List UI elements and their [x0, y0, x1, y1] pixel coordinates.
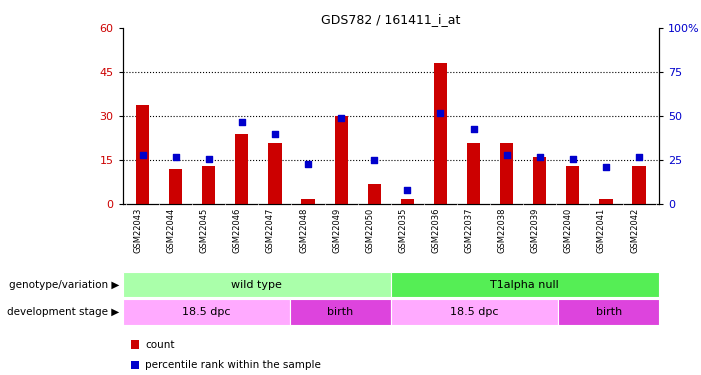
Bar — [123, 299, 290, 325]
Text: 18.5 dpc: 18.5 dpc — [182, 307, 231, 317]
Text: GSM22050: GSM22050 — [365, 208, 374, 253]
Bar — [467, 143, 480, 204]
Text: GSM22045: GSM22045 — [200, 208, 209, 253]
Text: birth: birth — [327, 307, 354, 317]
Bar — [202, 166, 215, 204]
Text: birth: birth — [596, 307, 622, 317]
Bar — [599, 198, 613, 204]
Bar — [169, 169, 182, 204]
Point — [402, 187, 413, 193]
Point — [435, 110, 446, 116]
Text: development stage ▶: development stage ▶ — [7, 307, 119, 317]
Text: GSM22035: GSM22035 — [398, 208, 407, 253]
Point — [634, 154, 645, 160]
Point — [137, 152, 148, 158]
Text: GSM22037: GSM22037 — [465, 208, 474, 253]
Bar — [131, 340, 139, 349]
Text: percentile rank within the sample: percentile rank within the sample — [145, 360, 321, 370]
Text: GSM22039: GSM22039 — [531, 208, 540, 253]
Point — [203, 156, 215, 162]
Bar — [401, 198, 414, 204]
Text: GSM22047: GSM22047 — [266, 208, 275, 253]
Point — [501, 152, 512, 158]
Bar — [290, 299, 391, 325]
Text: GSM22048: GSM22048 — [299, 208, 308, 253]
Point — [236, 118, 247, 124]
Bar — [123, 272, 391, 297]
Point — [170, 154, 182, 160]
Bar — [632, 166, 646, 204]
Text: GSM22041: GSM22041 — [597, 208, 606, 253]
Point — [369, 158, 380, 164]
Point — [534, 154, 545, 160]
Bar — [301, 198, 315, 204]
Text: genotype/variation ▶: genotype/variation ▶ — [9, 280, 119, 290]
Point — [468, 126, 479, 132]
Bar — [391, 299, 559, 325]
Bar — [391, 272, 659, 297]
Text: GSM22040: GSM22040 — [564, 208, 573, 253]
Bar — [367, 184, 381, 204]
Bar — [136, 105, 149, 204]
Bar — [533, 158, 546, 204]
Text: GSM22046: GSM22046 — [233, 208, 242, 253]
Bar — [566, 166, 580, 204]
Point — [269, 131, 280, 137]
Text: count: count — [145, 340, 175, 350]
Bar — [434, 63, 447, 204]
Bar — [131, 361, 139, 369]
Text: GSM22042: GSM22042 — [630, 208, 639, 253]
Bar — [236, 134, 248, 204]
Point — [600, 164, 611, 170]
Point — [567, 156, 578, 162]
Text: GSM22044: GSM22044 — [167, 208, 176, 253]
Text: GSM22043: GSM22043 — [133, 208, 142, 253]
Point — [302, 161, 313, 167]
Point — [336, 115, 347, 121]
Bar — [268, 143, 282, 204]
Bar — [334, 116, 348, 204]
Bar — [559, 299, 659, 325]
Text: GSM22049: GSM22049 — [332, 208, 341, 253]
Text: 18.5 dpc: 18.5 dpc — [450, 307, 499, 317]
Text: GSM22036: GSM22036 — [431, 208, 440, 253]
Text: wild type: wild type — [231, 280, 283, 290]
Bar — [500, 143, 513, 204]
Text: T1alpha null: T1alpha null — [491, 280, 559, 290]
Text: GSM22038: GSM22038 — [498, 208, 507, 253]
Title: GDS782 / 161411_i_at: GDS782 / 161411_i_at — [321, 13, 461, 26]
